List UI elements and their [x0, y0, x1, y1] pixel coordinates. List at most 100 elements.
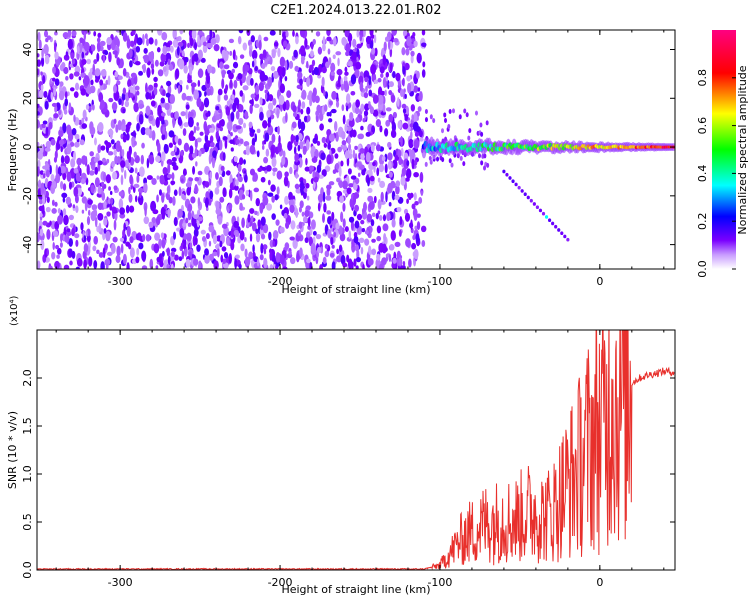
heatmap-cell	[544, 215, 549, 219]
heatmap-cell	[105, 141, 112, 149]
heatmap-cell	[388, 254, 392, 263]
heatmap-cell	[200, 57, 206, 63]
heatmap-cell	[229, 132, 233, 137]
heatmap-cell	[162, 126, 166, 135]
heatmap-cell	[107, 75, 111, 86]
heatmap-cell	[288, 191, 293, 201]
heatmap-cell	[335, 100, 340, 108]
heatmap-cell	[40, 239, 45, 251]
heatmap-cell	[419, 137, 424, 142]
heatmap-cell	[354, 244, 360, 252]
snr-ylabel: SNR (10 * v/v)	[6, 411, 19, 489]
heatmap-cell	[342, 180, 348, 190]
heatmap-cell	[292, 30, 295, 37]
heatmap-cell	[356, 249, 360, 260]
heatmap-cell	[282, 150, 286, 159]
heatmap-cell	[46, 35, 52, 40]
heatmap-cell	[168, 196, 173, 204]
heatmap-cell	[148, 221, 154, 229]
heatmap-cell	[209, 190, 214, 200]
heatmap-cell	[59, 165, 66, 174]
heatmap-cell	[176, 36, 179, 42]
heatmap-cell	[155, 265, 159, 269]
heatmap-cell	[336, 68, 343, 76]
heatmap-cell	[115, 254, 121, 264]
heatmap-cell	[275, 251, 281, 263]
heatmap-cell	[296, 84, 303, 90]
heatmap-cell	[343, 79, 348, 89]
heatmap-cell	[183, 64, 188, 74]
heatmap-cell	[357, 172, 361, 177]
heatmap-cell	[371, 47, 376, 55]
heatmap-cell	[254, 103, 260, 108]
heatmap-cell	[318, 174, 324, 179]
heatmap-cell	[322, 256, 327, 265]
heatmap-cell	[40, 182, 45, 194]
heatmap-cell	[405, 48, 410, 56]
heatmap-cell	[401, 47, 406, 56]
heatmap-cell	[196, 244, 201, 252]
snr-axes: -300 -200 -100 0 0.0 0.5 1.0 1.5 2.0	[21, 330, 675, 589]
heatmap-cell	[295, 134, 299, 143]
heatmap-cell	[217, 93, 221, 103]
heatmap-cell	[167, 58, 171, 66]
heatmap-cell	[185, 109, 188, 120]
heatmap-cell	[209, 171, 213, 180]
heatmap-cell	[372, 109, 379, 117]
heatmap-cell	[76, 258, 83, 267]
heatmap-cell	[138, 113, 144, 125]
heatmap-cell	[100, 69, 107, 77]
heatmap-cell	[148, 84, 154, 91]
heatmap-cell	[126, 225, 131, 237]
heatmap-cell	[345, 105, 349, 112]
heatmap-cell	[356, 30, 360, 38]
heatmap-cell	[58, 90, 65, 101]
heatmap-cell	[242, 42, 248, 51]
heatmap-cell	[384, 163, 388, 174]
heatmap-cell	[413, 139, 420, 149]
heatmap-cell	[395, 180, 401, 187]
spectrogram-frame	[36, 29, 676, 270]
heatmap-cell	[66, 171, 72, 182]
heatmap-cell	[122, 31, 128, 42]
heatmap-cell	[347, 134, 351, 145]
heatmap-cell	[244, 248, 248, 258]
heatmap-cell	[376, 235, 382, 242]
heatmap-cell	[393, 149, 396, 157]
heatmap-cell	[109, 132, 113, 140]
heatmap-cell	[104, 50, 109, 56]
heatmap-cell	[401, 103, 407, 109]
heatmap-cell	[376, 225, 382, 234]
heatmap-cell	[404, 93, 407, 100]
heatmap-cell	[315, 31, 321, 37]
heatmap-cell	[67, 38, 74, 50]
heatmap-cell	[304, 166, 311, 172]
heatmap-cell	[281, 156, 286, 166]
heatmap-cell	[441, 157, 445, 163]
heatmap-cell	[355, 116, 360, 123]
heatmap-cell	[535, 205, 540, 210]
heatmap-cell	[103, 171, 107, 183]
heatmap-cell	[192, 165, 196, 175]
heatmap-cell	[60, 155, 65, 165]
heatmap-cell	[129, 92, 134, 98]
heatmap-cell	[54, 78, 60, 86]
heatmap-cell	[400, 147, 404, 157]
heatmap-cell	[58, 128, 64, 138]
heatmap-cell	[113, 185, 118, 191]
heatmap-cell	[71, 128, 77, 136]
heatmap-cell	[326, 154, 332, 165]
heatmap-cell	[145, 105, 151, 116]
heatmap-cell	[237, 35, 242, 45]
heatmap-cell	[71, 250, 76, 259]
heatmap-cell	[37, 150, 44, 160]
heatmap-cell	[178, 256, 183, 262]
heatmap-cell	[410, 219, 413, 231]
heatmap-cell	[193, 228, 199, 238]
heatmap-cell	[80, 88, 87, 96]
heatmap-cell	[178, 186, 182, 197]
heatmap-cell	[336, 255, 342, 263]
heatmap-cell	[267, 121, 271, 128]
heatmap-cell	[46, 229, 51, 240]
heatmap-cell	[326, 30, 331, 37]
